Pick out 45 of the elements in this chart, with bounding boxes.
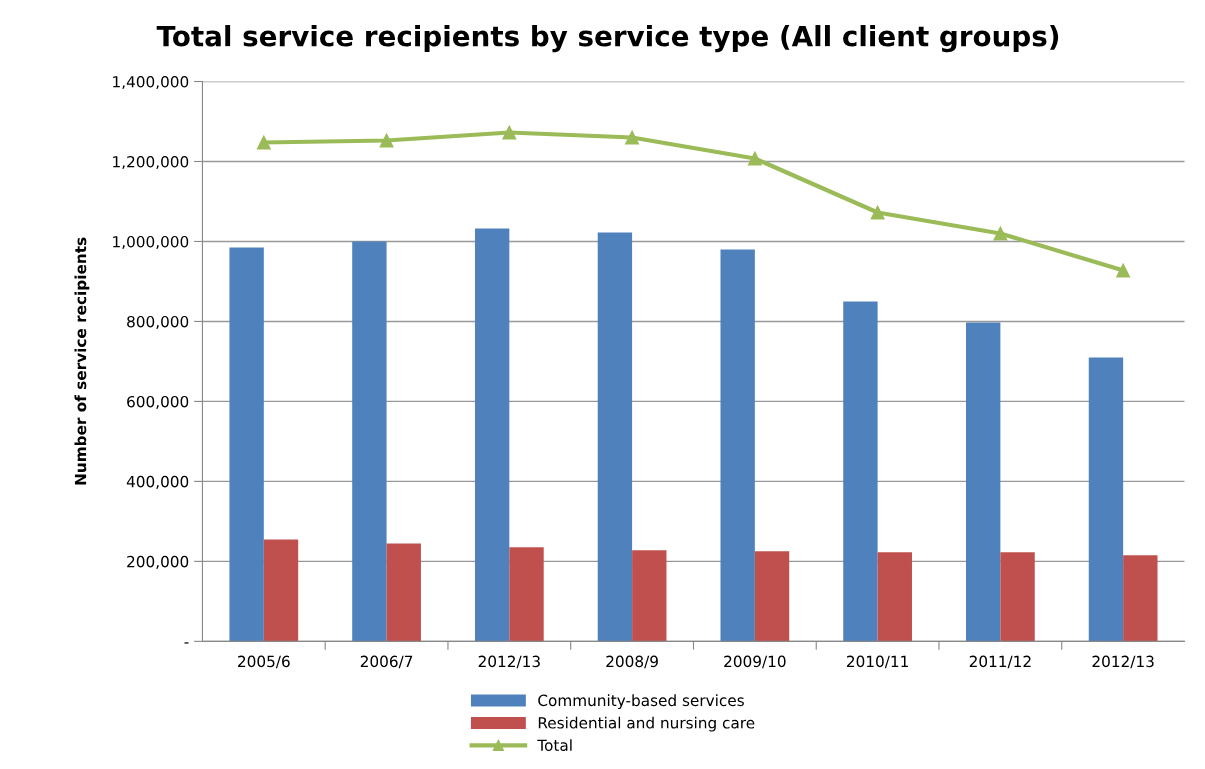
bar <box>843 301 878 642</box>
bar <box>877 552 912 642</box>
x-tick-label: 2006/7 <box>360 655 413 669</box>
bar <box>966 322 1001 642</box>
y-tick-label: 1,400,000 <box>113 75 189 90</box>
x-tick-label: 2005/6 <box>238 655 290 669</box>
y-tick-label: 600,000 <box>127 395 189 409</box>
y-tick-label: 800,000 <box>127 315 189 330</box>
point <box>625 130 640 145</box>
y-tick-label: 400,000 <box>126 475 189 489</box>
legend-label: Total <box>537 739 572 751</box>
bar <box>386 543 421 642</box>
point <box>1116 263 1131 278</box>
bar <box>632 550 667 642</box>
bar <box>263 539 299 642</box>
y-tick-label: - <box>184 642 189 644</box>
legend-label: Residential and nursing care <box>538 716 755 732</box>
y-tick-label: 1,200,000 <box>113 155 189 170</box>
bar <box>509 547 544 642</box>
point <box>256 135 271 150</box>
bar <box>1088 357 1124 642</box>
bar <box>1000 552 1035 642</box>
x-tick-label: 2009/10 <box>724 655 786 669</box>
point <box>747 151 762 166</box>
bar <box>352 241 387 642</box>
point <box>502 125 517 140</box>
bar <box>1123 555 1158 642</box>
y-tick-label: 200,000 <box>127 555 189 569</box>
x-tick-label: 2012/13 <box>478 655 540 669</box>
chart-title: Total service recipients by service type (All client groups) <box>156 25 1059 53</box>
point <box>379 133 394 148</box>
bar <box>720 249 755 642</box>
point <box>993 226 1008 241</box>
bar <box>754 551 790 642</box>
bar <box>229 247 264 642</box>
x-tick-label: 2010/11 <box>847 655 908 669</box>
x-tick-label: 2011/12 <box>969 655 1031 669</box>
x-tick-label: 2008/9 <box>606 655 658 669</box>
y-axis-title: Number of service recipients <box>74 237 90 485</box>
x-tick-label: 2012/13 <box>1092 655 1154 669</box>
bar <box>597 232 633 642</box>
point <box>870 205 885 220</box>
y-tick-label: 1,000,000 <box>113 235 189 250</box>
legend-label: Community-based services <box>538 694 744 710</box>
bar <box>474 228 510 642</box>
